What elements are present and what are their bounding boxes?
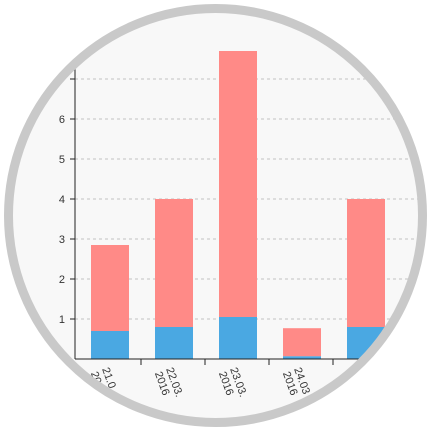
bar-segment-upper — [283, 328, 321, 357]
bar-segment-upper — [91, 245, 129, 331]
bar-segment-upper — [347, 199, 385, 327]
y-tick-label: 5 — [59, 154, 65, 166]
truncated-label-glyph — [363, 366, 369, 377]
y-tick-label: 4 — [59, 194, 65, 206]
y-tick-label: 6 — [59, 114, 65, 126]
bar-segment-lower — [155, 327, 193, 359]
x-tick-label-truncated — [363, 366, 369, 377]
y-tick-labels: 1 2 3 4 5 6 — [59, 114, 65, 326]
bar-segment-lower — [91, 331, 129, 359]
frame-ring — [4, 4, 427, 427]
bar-segment-upper — [155, 199, 193, 327]
y-tick-label: 3 — [59, 234, 65, 246]
bars — [91, 51, 385, 359]
bar-segment-lower — [219, 317, 257, 359]
y-tick-label: 1 — [59, 314, 65, 326]
y-tick-label: 2 — [59, 274, 65, 286]
bar-segment-upper — [219, 51, 257, 317]
bar-segment-lower — [283, 356, 321, 359]
